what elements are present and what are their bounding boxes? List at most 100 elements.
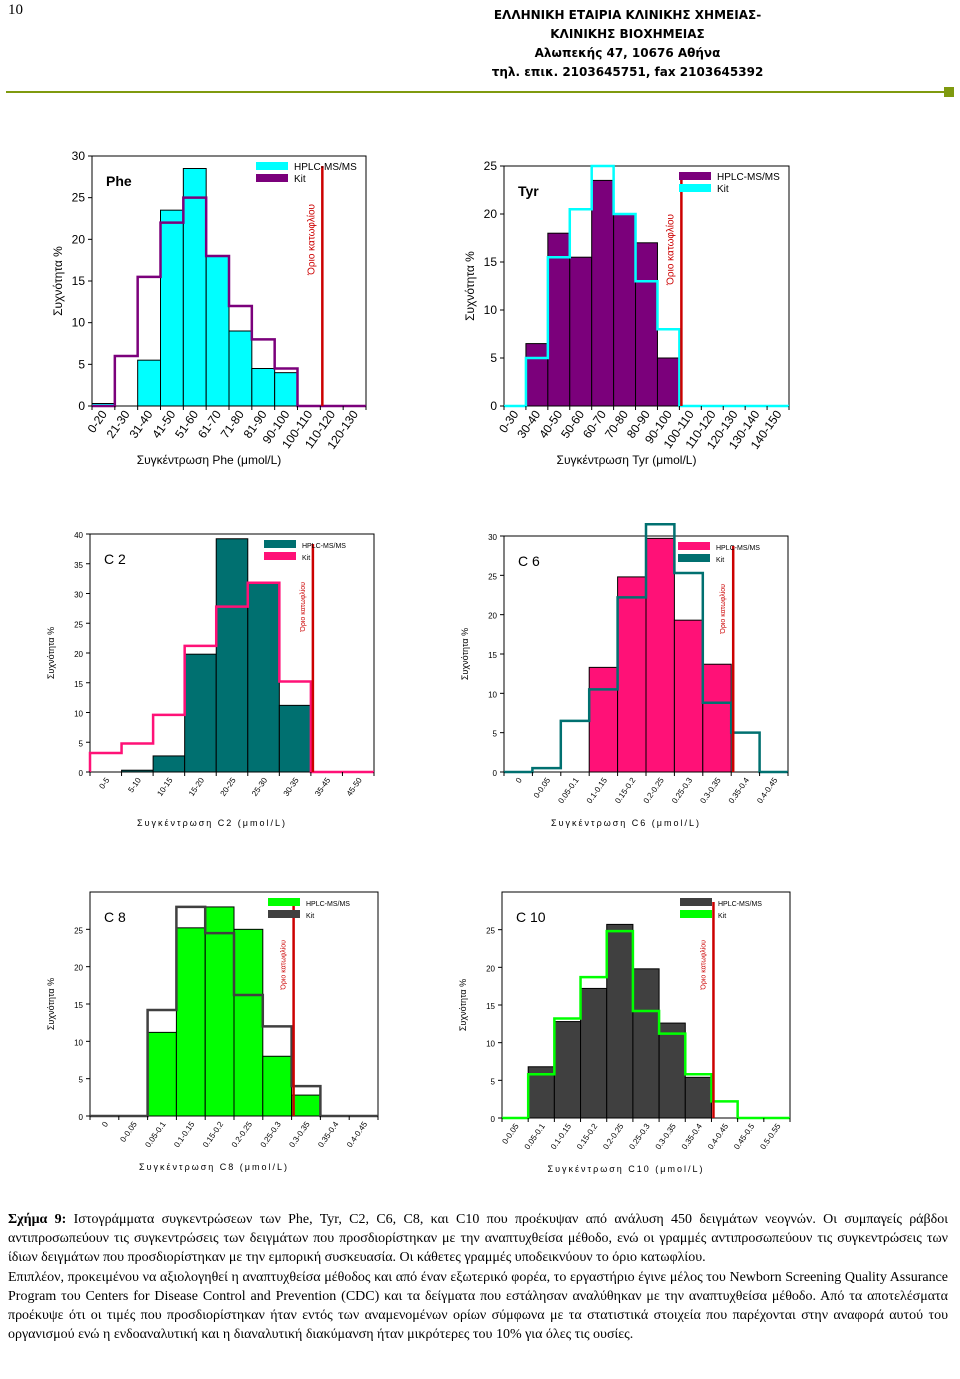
c2-svg: Όριο κατωφλίου 0 5 10 15 20 25 30 35 40 0-5 5-10 10-… bbox=[46, 531, 375, 828]
c8-bar-6 bbox=[262, 1055, 293, 1117]
c10-xcat-label-4: 0.2-0.25 bbox=[601, 1122, 626, 1152]
phe-bar-4 bbox=[182, 168, 207, 407]
c8-xcat-label-0: 0 bbox=[100, 1120, 110, 1129]
tyr-yaxis-label: Συχνότητα % bbox=[463, 251, 477, 321]
tyr-ytick-label-2: 10 bbox=[484, 303, 498, 317]
phe-legend-label-0: HPLC-MS/MS bbox=[294, 162, 357, 173]
c10-ytick-label-4: 20 bbox=[486, 964, 495, 973]
figure-caption: Σχήμα 9: Ιστογράμματα συγκεντρώσεων των … bbox=[8, 1210, 948, 1344]
phe-legend-swatch-1 bbox=[256, 174, 288, 182]
c2-bar-1 bbox=[121, 769, 154, 773]
c8-xcat-label-9: 0.4-0.45 bbox=[345, 1120, 370, 1150]
header-line-2: ΚΛΙΝΙΚΗΣ ΒΙΟΧΗΜΕΙΑΣ bbox=[550, 27, 705, 41]
c8-xcat-label-5: 0.2-0.25 bbox=[230, 1120, 255, 1150]
tyr-xaxis-label: Συγκέντρωση Tyr (μmol/L) bbox=[557, 453, 697, 467]
tyr-legend-swatch-0 bbox=[679, 172, 711, 180]
c8-bar-7 bbox=[291, 1094, 321, 1117]
caption-paragraph-1: Σχήμα 9: Ιστογράμματα συγκεντρώσεων των … bbox=[8, 1210, 948, 1268]
c8-xcat-label-1: 0-0.05 bbox=[118, 1120, 139, 1144]
c8-bar-3 bbox=[175, 927, 206, 1117]
c10-xcat-label-10: 0.5-0.55 bbox=[758, 1122, 783, 1152]
c10-ytick-label-5: 25 bbox=[486, 927, 495, 936]
c8-legend-label-1: Kit bbox=[306, 913, 314, 920]
c10-legend-swatch-1 bbox=[680, 910, 712, 918]
c2-ytick-label-6: 30 bbox=[74, 591, 83, 600]
phe-ytick-label-6: 30 bbox=[72, 149, 86, 163]
tyr-ytick-label-0: 0 bbox=[490, 399, 497, 413]
c8-bar-4 bbox=[204, 906, 235, 1117]
c8-kit-step-line bbox=[90, 905, 378, 1118]
c6-xcat-label-1: 0-0.05 bbox=[532, 776, 553, 800]
phe-bar-6 bbox=[228, 330, 253, 407]
c10-bar-7 bbox=[684, 1076, 712, 1119]
c6-xcat-label-6: 0.25-0.3 bbox=[670, 776, 695, 806]
c6-yaxis-label: Συχνότητα % bbox=[460, 628, 470, 680]
c2-ytick-label-3: 15 bbox=[74, 680, 83, 689]
c2-xaxis-label: Συγκέντρωση C2 (μmol/L) bbox=[137, 818, 287, 828]
c10-xcat-label-2: 0.1-0.15 bbox=[549, 1122, 574, 1152]
tyr-bar-4 bbox=[591, 179, 615, 407]
c10-bar-6 bbox=[658, 1022, 686, 1119]
c2-xcat-label-7: 35-45 bbox=[313, 776, 332, 798]
tyr-legend-label-1: Kit bbox=[717, 184, 729, 195]
c2-bar-4 bbox=[215, 538, 249, 773]
c10-bar-3 bbox=[580, 987, 608, 1119]
c8-xaxis-label: Συγκέντρωση C8 (μmol/L) bbox=[139, 1162, 289, 1172]
c6-ytick-label-6: 30 bbox=[488, 533, 497, 542]
c8-xcat-label-3: 0.1-0.15 bbox=[172, 1120, 197, 1150]
c8-xcat-label-6: 0.25-0.3 bbox=[259, 1120, 284, 1150]
c6-xcat-label-5: 0.2-0.25 bbox=[642, 776, 667, 806]
phe-ytick-label-4: 20 bbox=[72, 232, 86, 246]
c2-xcat-label-2: 10-15 bbox=[155, 776, 174, 798]
c10-bar-2 bbox=[553, 1021, 582, 1119]
c6-xcat-label-2: 0.05-0.1 bbox=[556, 776, 581, 806]
c6-kit-step-line bbox=[504, 522, 788, 774]
tyr-legend-label-0: HPLC-MS/MS bbox=[717, 172, 780, 183]
c8-bar-2 bbox=[147, 1031, 177, 1117]
c6-bar-6 bbox=[673, 619, 704, 773]
c6-ytick-label-1: 5 bbox=[493, 730, 498, 739]
c10-ytick-label-0: 0 bbox=[491, 1115, 496, 1124]
c2-legend-swatch-0 bbox=[264, 540, 296, 548]
tyr-svg: Όριο κατωφλίου05101520250-3030-4040-5050… bbox=[463, 159, 790, 467]
phe-bar-7 bbox=[251, 368, 276, 407]
phe-xcat-label-1: 21-30 bbox=[104, 407, 133, 440]
phe-xcat-label-3: 41-50 bbox=[149, 407, 178, 440]
tyr-ytick-label-1: 5 bbox=[490, 351, 497, 365]
tyr-bar-6 bbox=[635, 242, 658, 407]
tyr-ytick-label-4: 20 bbox=[484, 207, 498, 221]
header-line-3: Αλωπεκής 47, 10676 Αθήνα bbox=[534, 46, 721, 60]
phe-xaxis-label: Συγκέντρωση Phe (μmol/L) bbox=[137, 453, 282, 467]
tyr-bar-2 bbox=[547, 232, 571, 407]
c6-xcat-label-9: 0.4-0.45 bbox=[755, 776, 780, 806]
c6-legend-swatch-0 bbox=[678, 542, 710, 550]
c8-ytick-label-2: 10 bbox=[74, 1038, 83, 1047]
caption-paragraph-2: Επιπλέον, προκειμένου να αξιολογηθεί η α… bbox=[8, 1269, 948, 1343]
tyr-bar-7 bbox=[656, 357, 680, 407]
histogram-phe: Όριο κατωφλίου 0 5 10 15 20 25 30 0-20 21-30 31-40… bbox=[48, 140, 388, 480]
c8-ytick-label-0: 0 bbox=[79, 1113, 84, 1122]
c2-ytick-label-7: 35 bbox=[74, 561, 83, 570]
phe-xcat-label-6: 71-80 bbox=[218, 407, 247, 440]
c6-bar-7 bbox=[702, 663, 732, 773]
c10-xcat-label-3: 0.15-0.2 bbox=[575, 1122, 600, 1152]
histogram-tyr: Όριο κατωφλίου 0 5 10 15 20 25 0-30 30-40 40-50 50… bbox=[460, 150, 800, 480]
c10-bar-5 bbox=[632, 968, 660, 1119]
c8-ytick-label-5: 25 bbox=[74, 926, 83, 935]
c10-legend-swatch-0 bbox=[680, 898, 712, 906]
c8-ytick-label-4: 20 bbox=[74, 964, 83, 973]
phe-ytick-label-1: 5 bbox=[78, 357, 85, 371]
phe-legend-label-1: Kit bbox=[294, 174, 306, 185]
c10-xaxis-label: Συγκέντρωση C10 (μmol/L) bbox=[548, 1164, 705, 1174]
c10-panel-title: C 10 bbox=[516, 909, 546, 925]
caption-text: Ιστογράμματα συγκεντρώσεων των Phe, Tyr,… bbox=[8, 1212, 948, 1266]
tyr-legend-swatch-1 bbox=[679, 184, 711, 192]
tyr-kit-step-line bbox=[504, 164, 789, 408]
c2-ytick-label-0: 0 bbox=[79, 769, 84, 778]
phe-bar-2 bbox=[137, 359, 161, 407]
phe-xcat-label-4: 51-60 bbox=[172, 407, 201, 440]
c10-xcat-label-8: 0.4-0.45 bbox=[706, 1122, 731, 1152]
phe-cutoff-label: Όριο κατωφλίου bbox=[305, 204, 317, 276]
phe-xcat-label-2: 31-40 bbox=[126, 407, 155, 440]
